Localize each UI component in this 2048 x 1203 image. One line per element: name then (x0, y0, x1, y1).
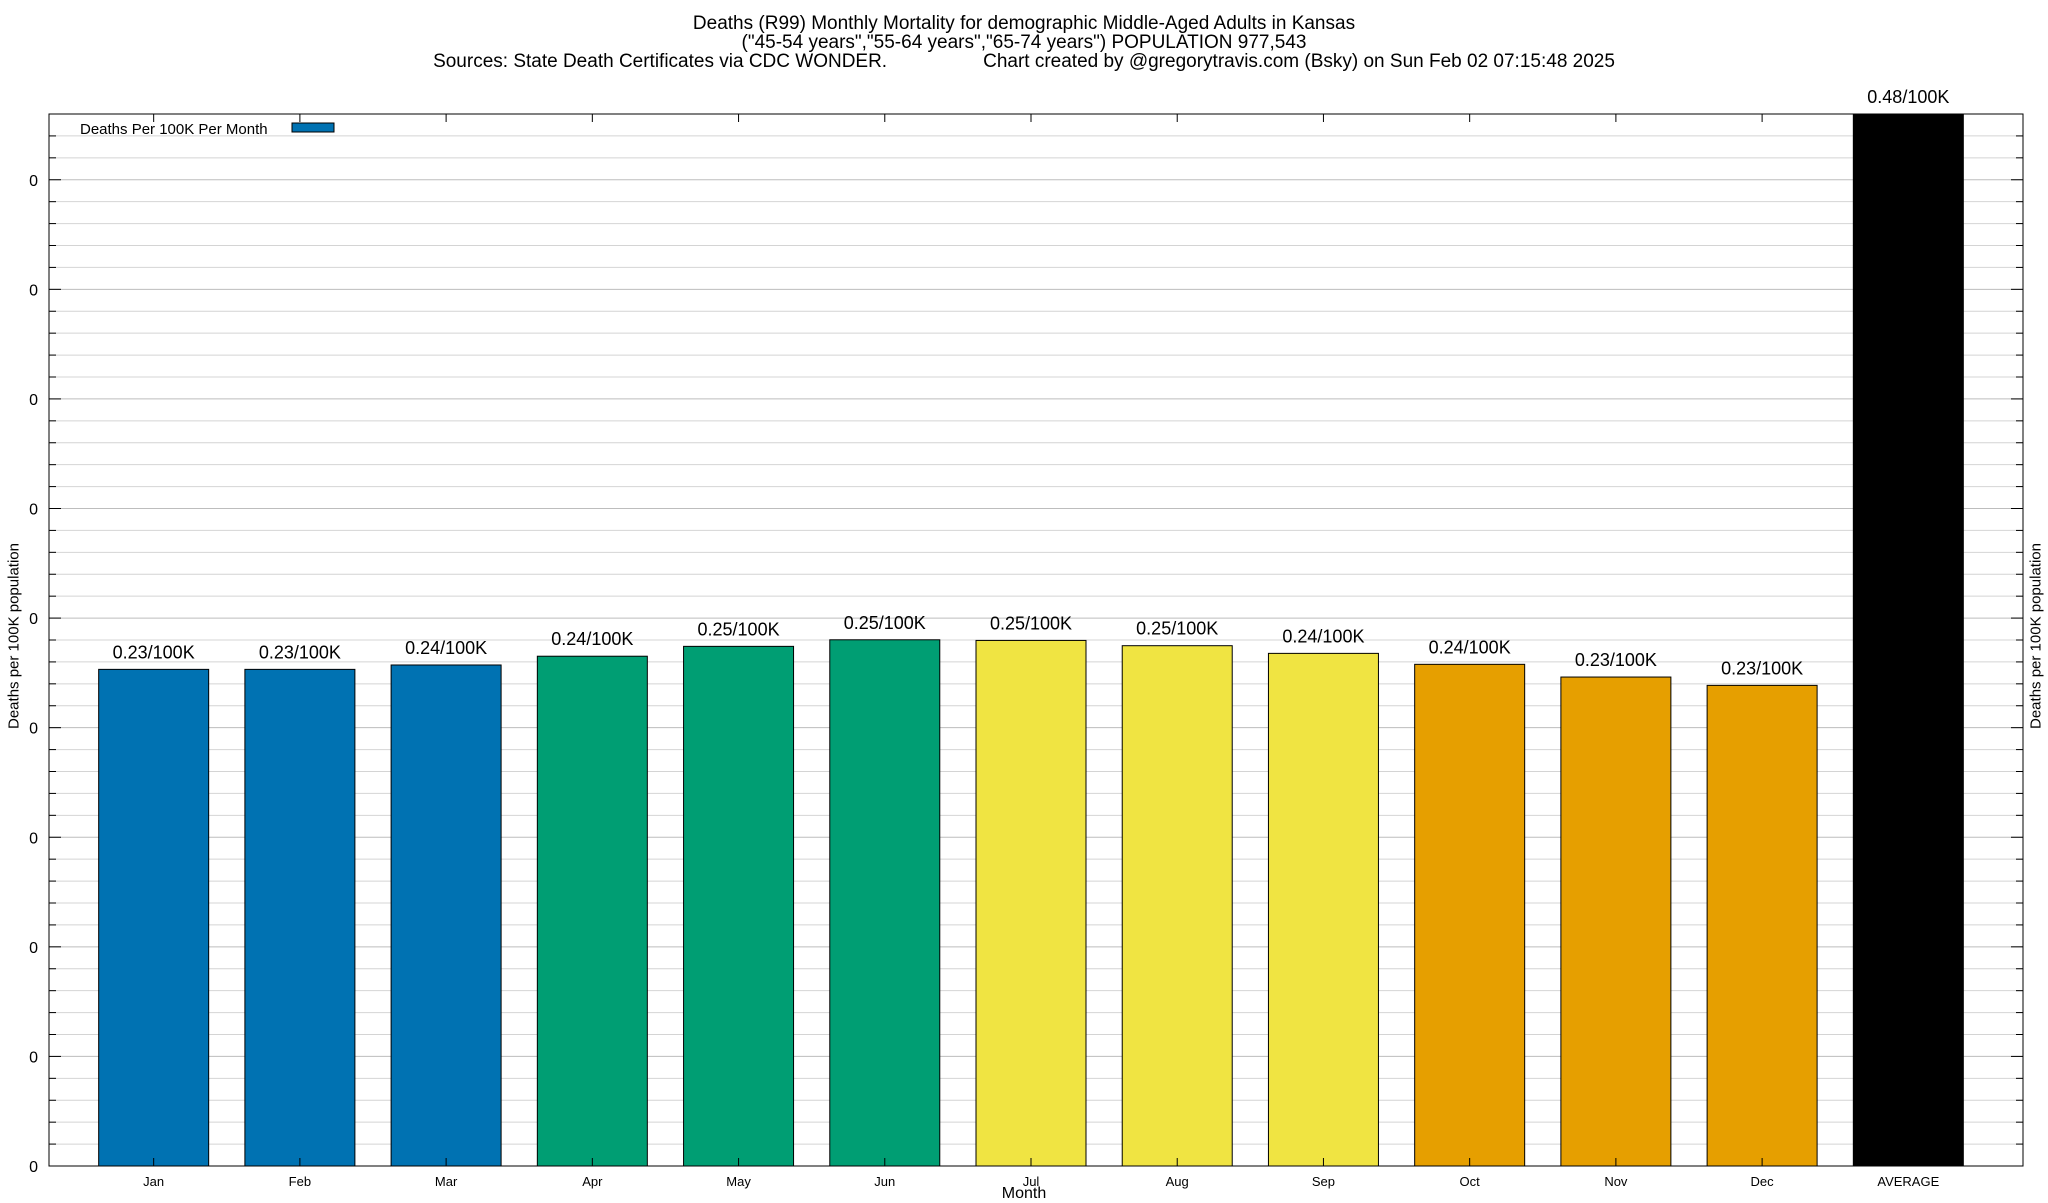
bar-jul (975, 639, 1087, 1167)
data-label: 0.24/100K (1429, 637, 1511, 657)
x-tick-label: Jul (1023, 1174, 1040, 1189)
chart-source: Sources: State Death Certificates via CD… (433, 51, 888, 72)
data-label: 0.24/100K (1282, 626, 1364, 646)
y-tick-label: 0 (29, 173, 38, 190)
chart-subtitle: ("45-54 years","55-64 years","65-74 year… (741, 32, 1307, 53)
y-tick-label: 0 (29, 282, 38, 299)
x-axis-label: Month (1001, 1185, 1047, 1202)
data-label: 0.25/100K (844, 613, 926, 633)
bar-jun (829, 639, 941, 1167)
plot-frame (48, 113, 2024, 1167)
x-tick-label: Apr (582, 1174, 603, 1189)
y-tick-label: 0 (29, 721, 38, 738)
bar-may (683, 645, 795, 1167)
chart-credit: Chart created by @gregorytravis.com (Bsk… (983, 51, 1615, 72)
data-label: 0.48/100K (1867, 87, 1949, 107)
y-tick-label: 0 (29, 502, 38, 519)
legend-swatch (291, 122, 335, 133)
x-tick-label: Dec (1751, 1174, 1775, 1189)
data-label: 0.25/100K (698, 619, 780, 639)
bar-average (1852, 113, 1964, 1167)
x-tick-label: AVERAGE (1877, 1174, 1939, 1189)
y-tick-label: 0 (29, 1159, 38, 1176)
x-tick-label: Jun (874, 1174, 895, 1189)
y-tick-label: 0 (29, 392, 38, 409)
y-axis-label-right: Deaths per 100K population (2027, 543, 2045, 729)
data-label: 0.25/100K (990, 613, 1072, 633)
x-tick-label: May (726, 1174, 751, 1189)
data-label: 0.24/100K (405, 638, 487, 658)
x-tick-label: Aug (1166, 1174, 1189, 1189)
x-tick-label: Mar (435, 1174, 458, 1189)
data-label: 0.23/100K (113, 642, 195, 662)
data-label: 0.24/100K (551, 629, 633, 649)
bar-mar (390, 664, 502, 1167)
data-label: 0.23/100K (1575, 650, 1657, 670)
x-tick-label: Oct (1460, 1174, 1481, 1189)
chart-title: Deaths (R99) Monthly Mortality for demog… (692, 13, 1356, 34)
data-label: 0.23/100K (259, 642, 341, 662)
chart-titles: Deaths (R99) Monthly Mortality for demog… (0, 14, 2048, 71)
bar-dec (1706, 684, 1818, 1167)
bar-aug (1121, 645, 1233, 1167)
y-tick-label: 0 (29, 1049, 38, 1066)
legend-label: Deaths Per 100K Per Month (80, 121, 268, 138)
y-tick-label: 0 (29, 611, 38, 628)
bar-oct (1414, 663, 1526, 1167)
x-tick-label: Feb (289, 1174, 311, 1189)
y-tick-label: 0 (29, 830, 38, 847)
data-label: 0.23/100K (1721, 658, 1803, 678)
bar-apr (536, 655, 648, 1167)
x-tick-label: Nov (1604, 1174, 1628, 1189)
bar-sep (1267, 652, 1379, 1167)
data-label: 0.25/100K (1136, 619, 1218, 639)
bar-nov (1560, 676, 1672, 1167)
bar-jan (98, 668, 210, 1167)
y-axis-label-left: Deaths per 100K population (5, 543, 23, 729)
x-tick-label: Jan (143, 1174, 164, 1189)
chart-source-line: Sources: State Death Certificates via CD… (0, 52, 2048, 71)
bar-feb (244, 668, 356, 1167)
x-tick-label: Sep (1312, 1174, 1335, 1189)
y-tick-label: 0 (29, 940, 38, 957)
